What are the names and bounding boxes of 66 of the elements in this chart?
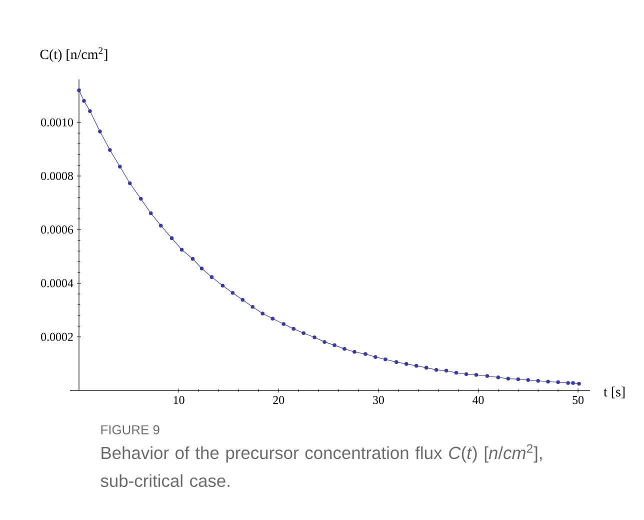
point (496, 375, 500, 380)
point (77, 88, 81, 92)
point (424, 366, 428, 370)
point (148, 211, 153, 216)
point (302, 331, 306, 336)
point (577, 382, 581, 386)
y-tick-label: 0.0010 (41, 118, 74, 126)
y-axis-title: C(t) [n/cm$^{2}$] (40, 47, 108, 62)
point (536, 378, 540, 383)
y-tick-label: 0.0002 (41, 332, 73, 341)
x-tick-label: 10 (174, 396, 184, 404)
text: Behavior of the precursor concentration flux C(t) [n/cm$^{2}$], sub-critical case. (100, 444, 542, 488)
point (210, 275, 214, 279)
point (108, 148, 112, 152)
y-tick-label: 0.0004 (41, 279, 74, 288)
point (200, 266, 204, 270)
point (270, 316, 275, 321)
point (282, 322, 286, 326)
point (342, 347, 346, 351)
point (118, 164, 122, 169)
point (128, 181, 132, 186)
point (516, 377, 520, 382)
point (158, 224, 163, 228)
point (571, 381, 575, 385)
point (82, 99, 86, 103)
point (454, 370, 458, 375)
point (250, 304, 255, 309)
point (312, 336, 316, 340)
point (180, 248, 184, 252)
point (240, 298, 245, 302)
point (444, 368, 448, 373)
point (404, 362, 408, 366)
x-tick-label: 30 (373, 396, 384, 404)
point (292, 326, 296, 331)
point (546, 380, 550, 384)
point (364, 352, 368, 356)
point (434, 368, 438, 372)
point (138, 196, 143, 201)
point (384, 357, 388, 362)
point (394, 360, 398, 364)
y-tick-label: 0.0006 (41, 226, 74, 234)
point (260, 312, 265, 316)
point (374, 355, 378, 359)
point (566, 381, 570, 385)
point (352, 350, 356, 354)
point (556, 380, 560, 384)
point (322, 340, 326, 344)
point (88, 109, 92, 114)
point (414, 364, 418, 368)
point (464, 372, 468, 376)
point (526, 378, 530, 382)
point (190, 256, 195, 261)
point (230, 291, 235, 295)
point (332, 343, 336, 348)
caption: FIGURE 9 (101, 425, 160, 434)
x-axis-title: t [s] (604, 386, 625, 398)
y-tick-label: 0.0008 (41, 172, 74, 180)
point (485, 374, 490, 378)
point (474, 373, 478, 377)
point (220, 284, 225, 288)
x-tick-label: 20 (273, 396, 284, 404)
x-tick-label: 50 (572, 396, 584, 404)
point (98, 130, 102, 134)
point (506, 376, 510, 381)
point (170, 236, 174, 240)
x-tick-label: 40 (472, 396, 484, 404)
